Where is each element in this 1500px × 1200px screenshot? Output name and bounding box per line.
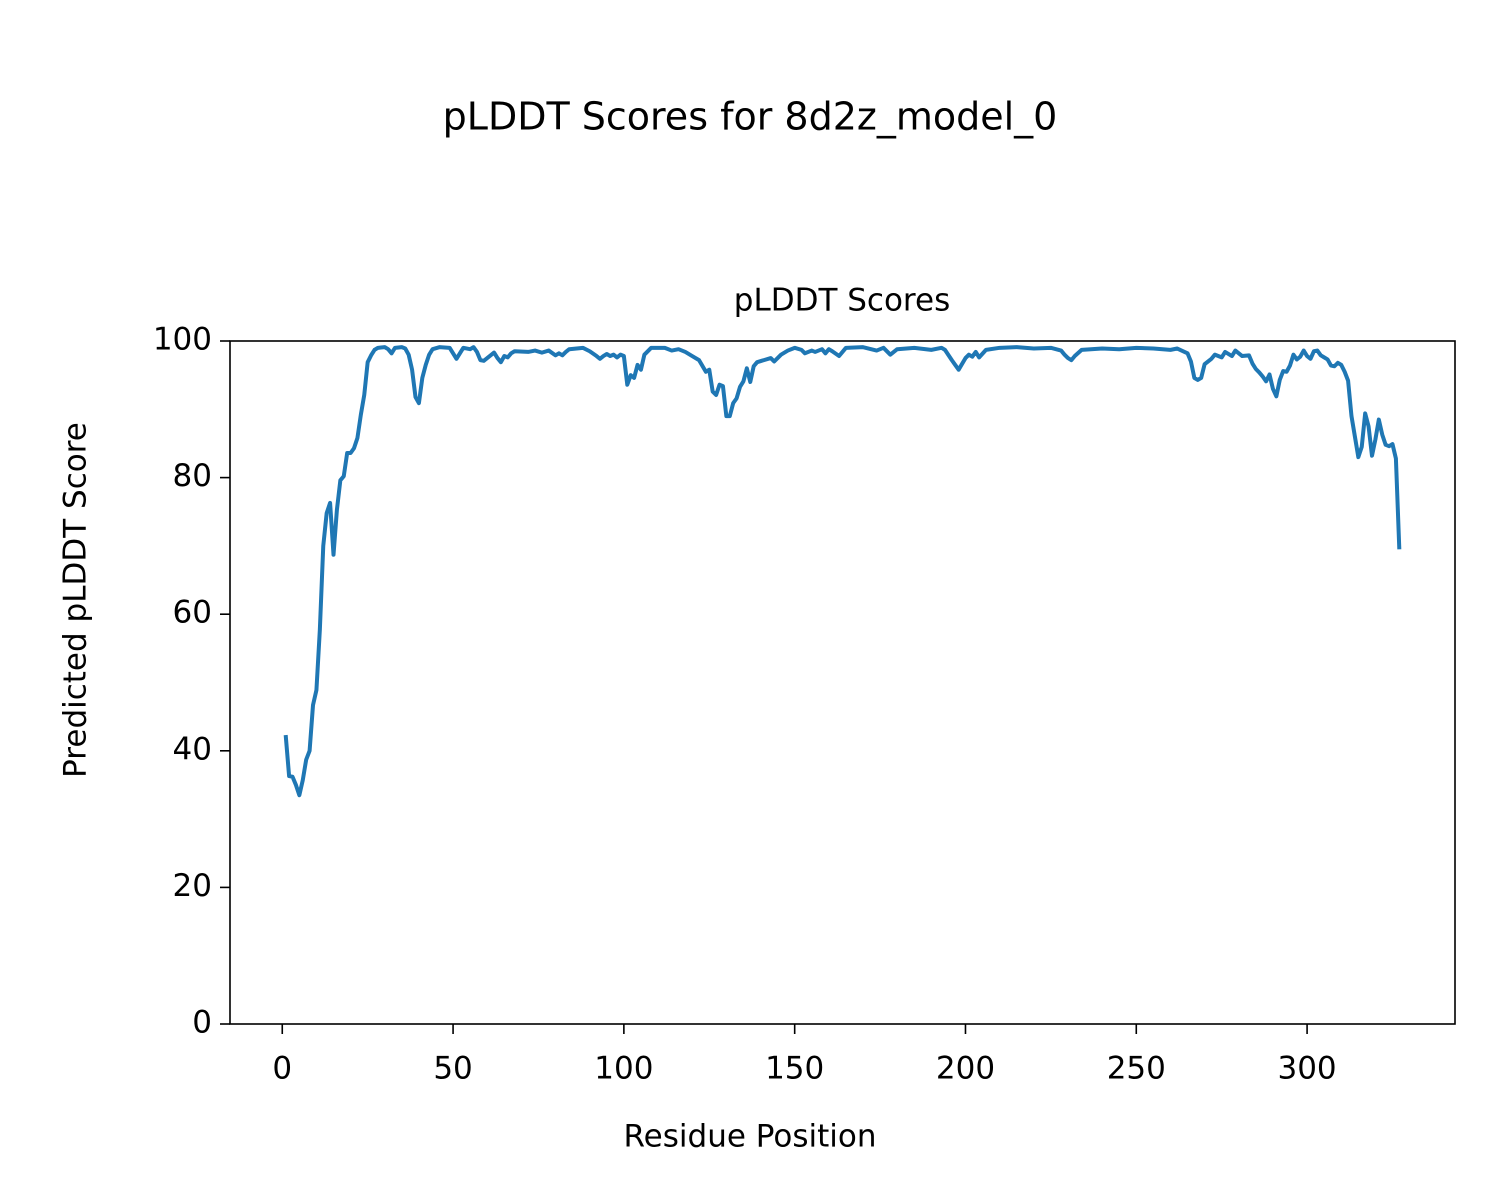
y-tick-label: 60 bbox=[173, 595, 212, 631]
x-tick-label: 50 bbox=[433, 1051, 472, 1087]
y-axis-label: Predicted pLDDT Score bbox=[58, 422, 94, 778]
chart-subtitle: pLDDT Scores bbox=[734, 283, 950, 319]
y-tick-label: 20 bbox=[173, 868, 212, 904]
x-tick-label: 150 bbox=[765, 1051, 824, 1087]
x-tick-label: 100 bbox=[594, 1051, 653, 1087]
chart-title: pLDDT Scores for 8d2z_model_0 bbox=[443, 95, 1058, 139]
y-tick-label: 40 bbox=[173, 731, 212, 767]
x-tick-label: 200 bbox=[936, 1051, 995, 1087]
data-line bbox=[283, 345, 1402, 798]
x-tick-label: 250 bbox=[1107, 1051, 1166, 1087]
plot-frame bbox=[229, 340, 1456, 1025]
x-tick-label: 300 bbox=[1277, 1051, 1336, 1087]
x-tick-label: 0 bbox=[272, 1051, 292, 1087]
y-tick-label: 0 bbox=[192, 1005, 212, 1041]
x-axis-label: Residue Position bbox=[624, 1119, 877, 1155]
y-tick-label: 100 bbox=[153, 322, 212, 358]
y-tick-label: 80 bbox=[173, 458, 212, 494]
